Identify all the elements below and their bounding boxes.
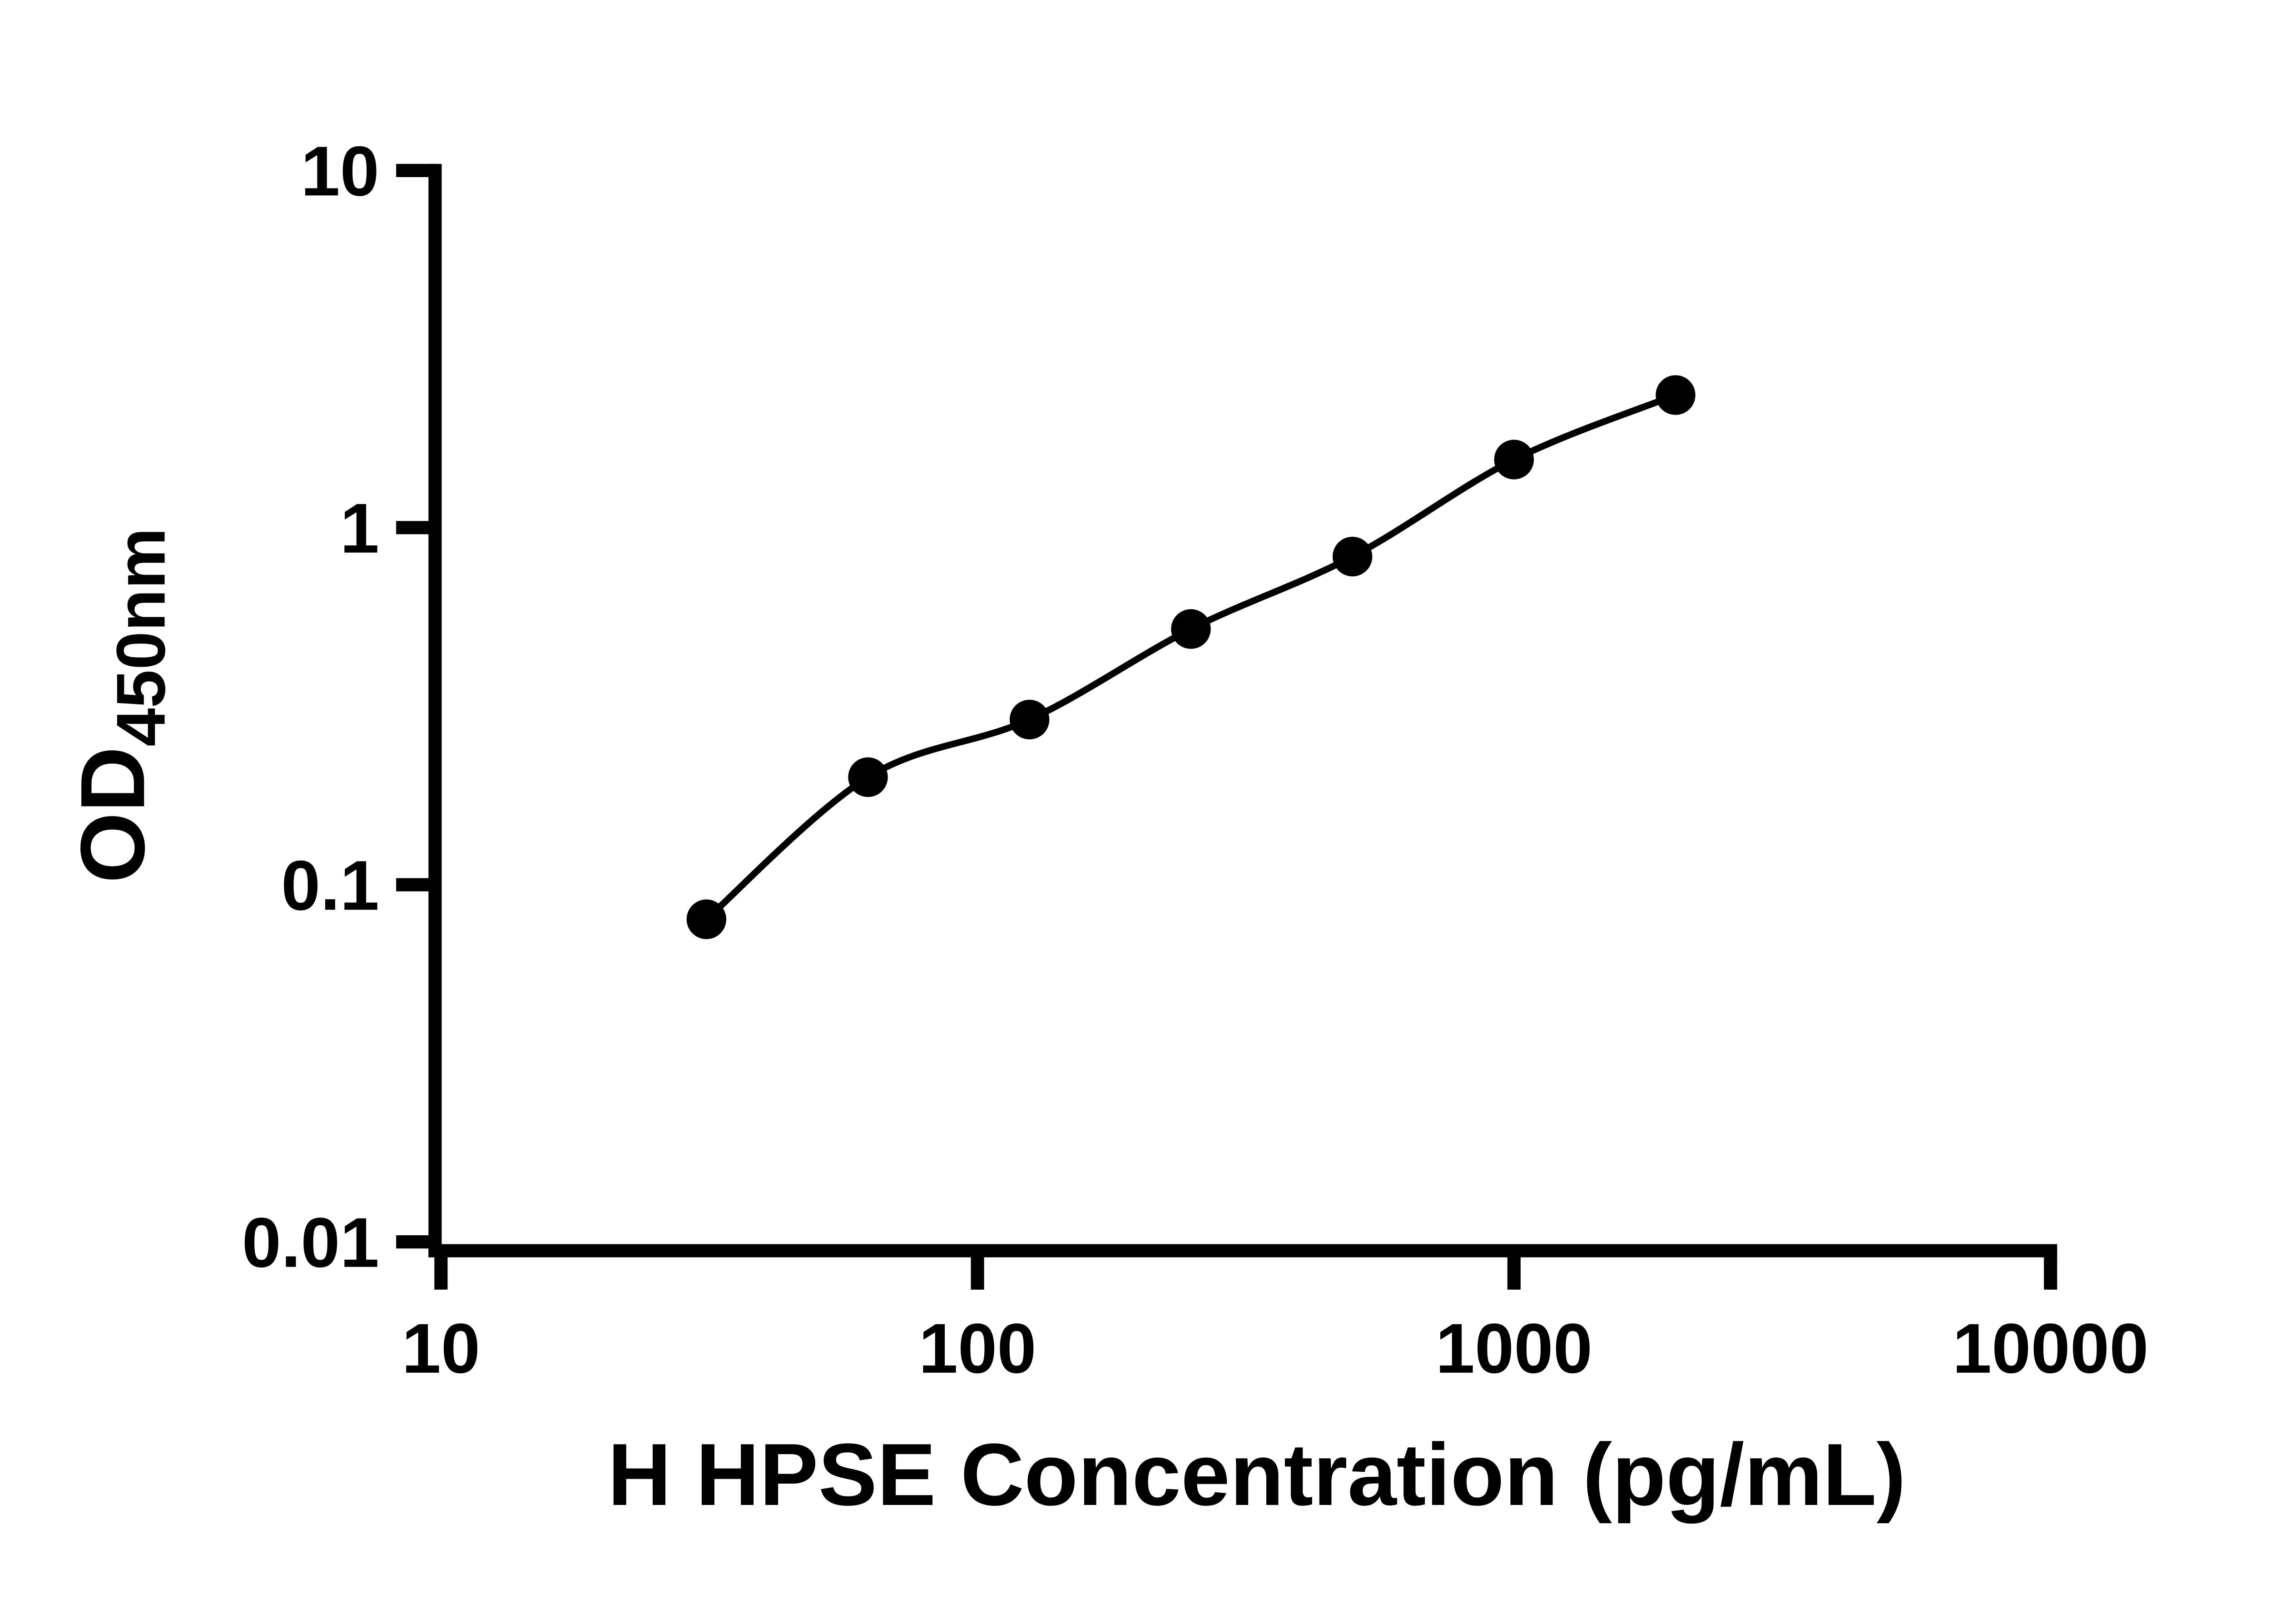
x-axis-tick-label: 10 xyxy=(402,1309,480,1388)
y-axis-tick-label: 1 xyxy=(340,489,379,568)
x-axis-tick-label: 1000 xyxy=(1436,1309,1593,1388)
x-axis-tick-label: 100 xyxy=(919,1309,1036,1388)
x-axis-title: H HPSE Concentration (pg/mL) xyxy=(608,1426,1906,1524)
data-point xyxy=(848,757,888,797)
x-axis-tick-label: 10000 xyxy=(1953,1309,2149,1388)
fit-curve xyxy=(704,392,1677,922)
data-point xyxy=(1171,609,1211,649)
y-axis-tick-label: 0.1 xyxy=(281,846,379,925)
data-point xyxy=(1656,375,1696,415)
data-point xyxy=(1494,440,1534,480)
y-axis-tick-label: 10 xyxy=(301,131,379,210)
y-axis-tick-label: 0.01 xyxy=(242,1203,379,1282)
data-point xyxy=(1009,699,1050,740)
data-point xyxy=(1332,536,1373,577)
y-axis-title-main: OD xyxy=(61,747,164,883)
y-axis-title: OD450nm xyxy=(61,528,179,883)
data-series xyxy=(686,375,1696,939)
y-axis-title-subscript: 450nm xyxy=(102,528,179,747)
data-point xyxy=(686,899,727,939)
axes: 10 100 1000 10000 0.01 0.1 1 10 xyxy=(242,131,2149,1387)
